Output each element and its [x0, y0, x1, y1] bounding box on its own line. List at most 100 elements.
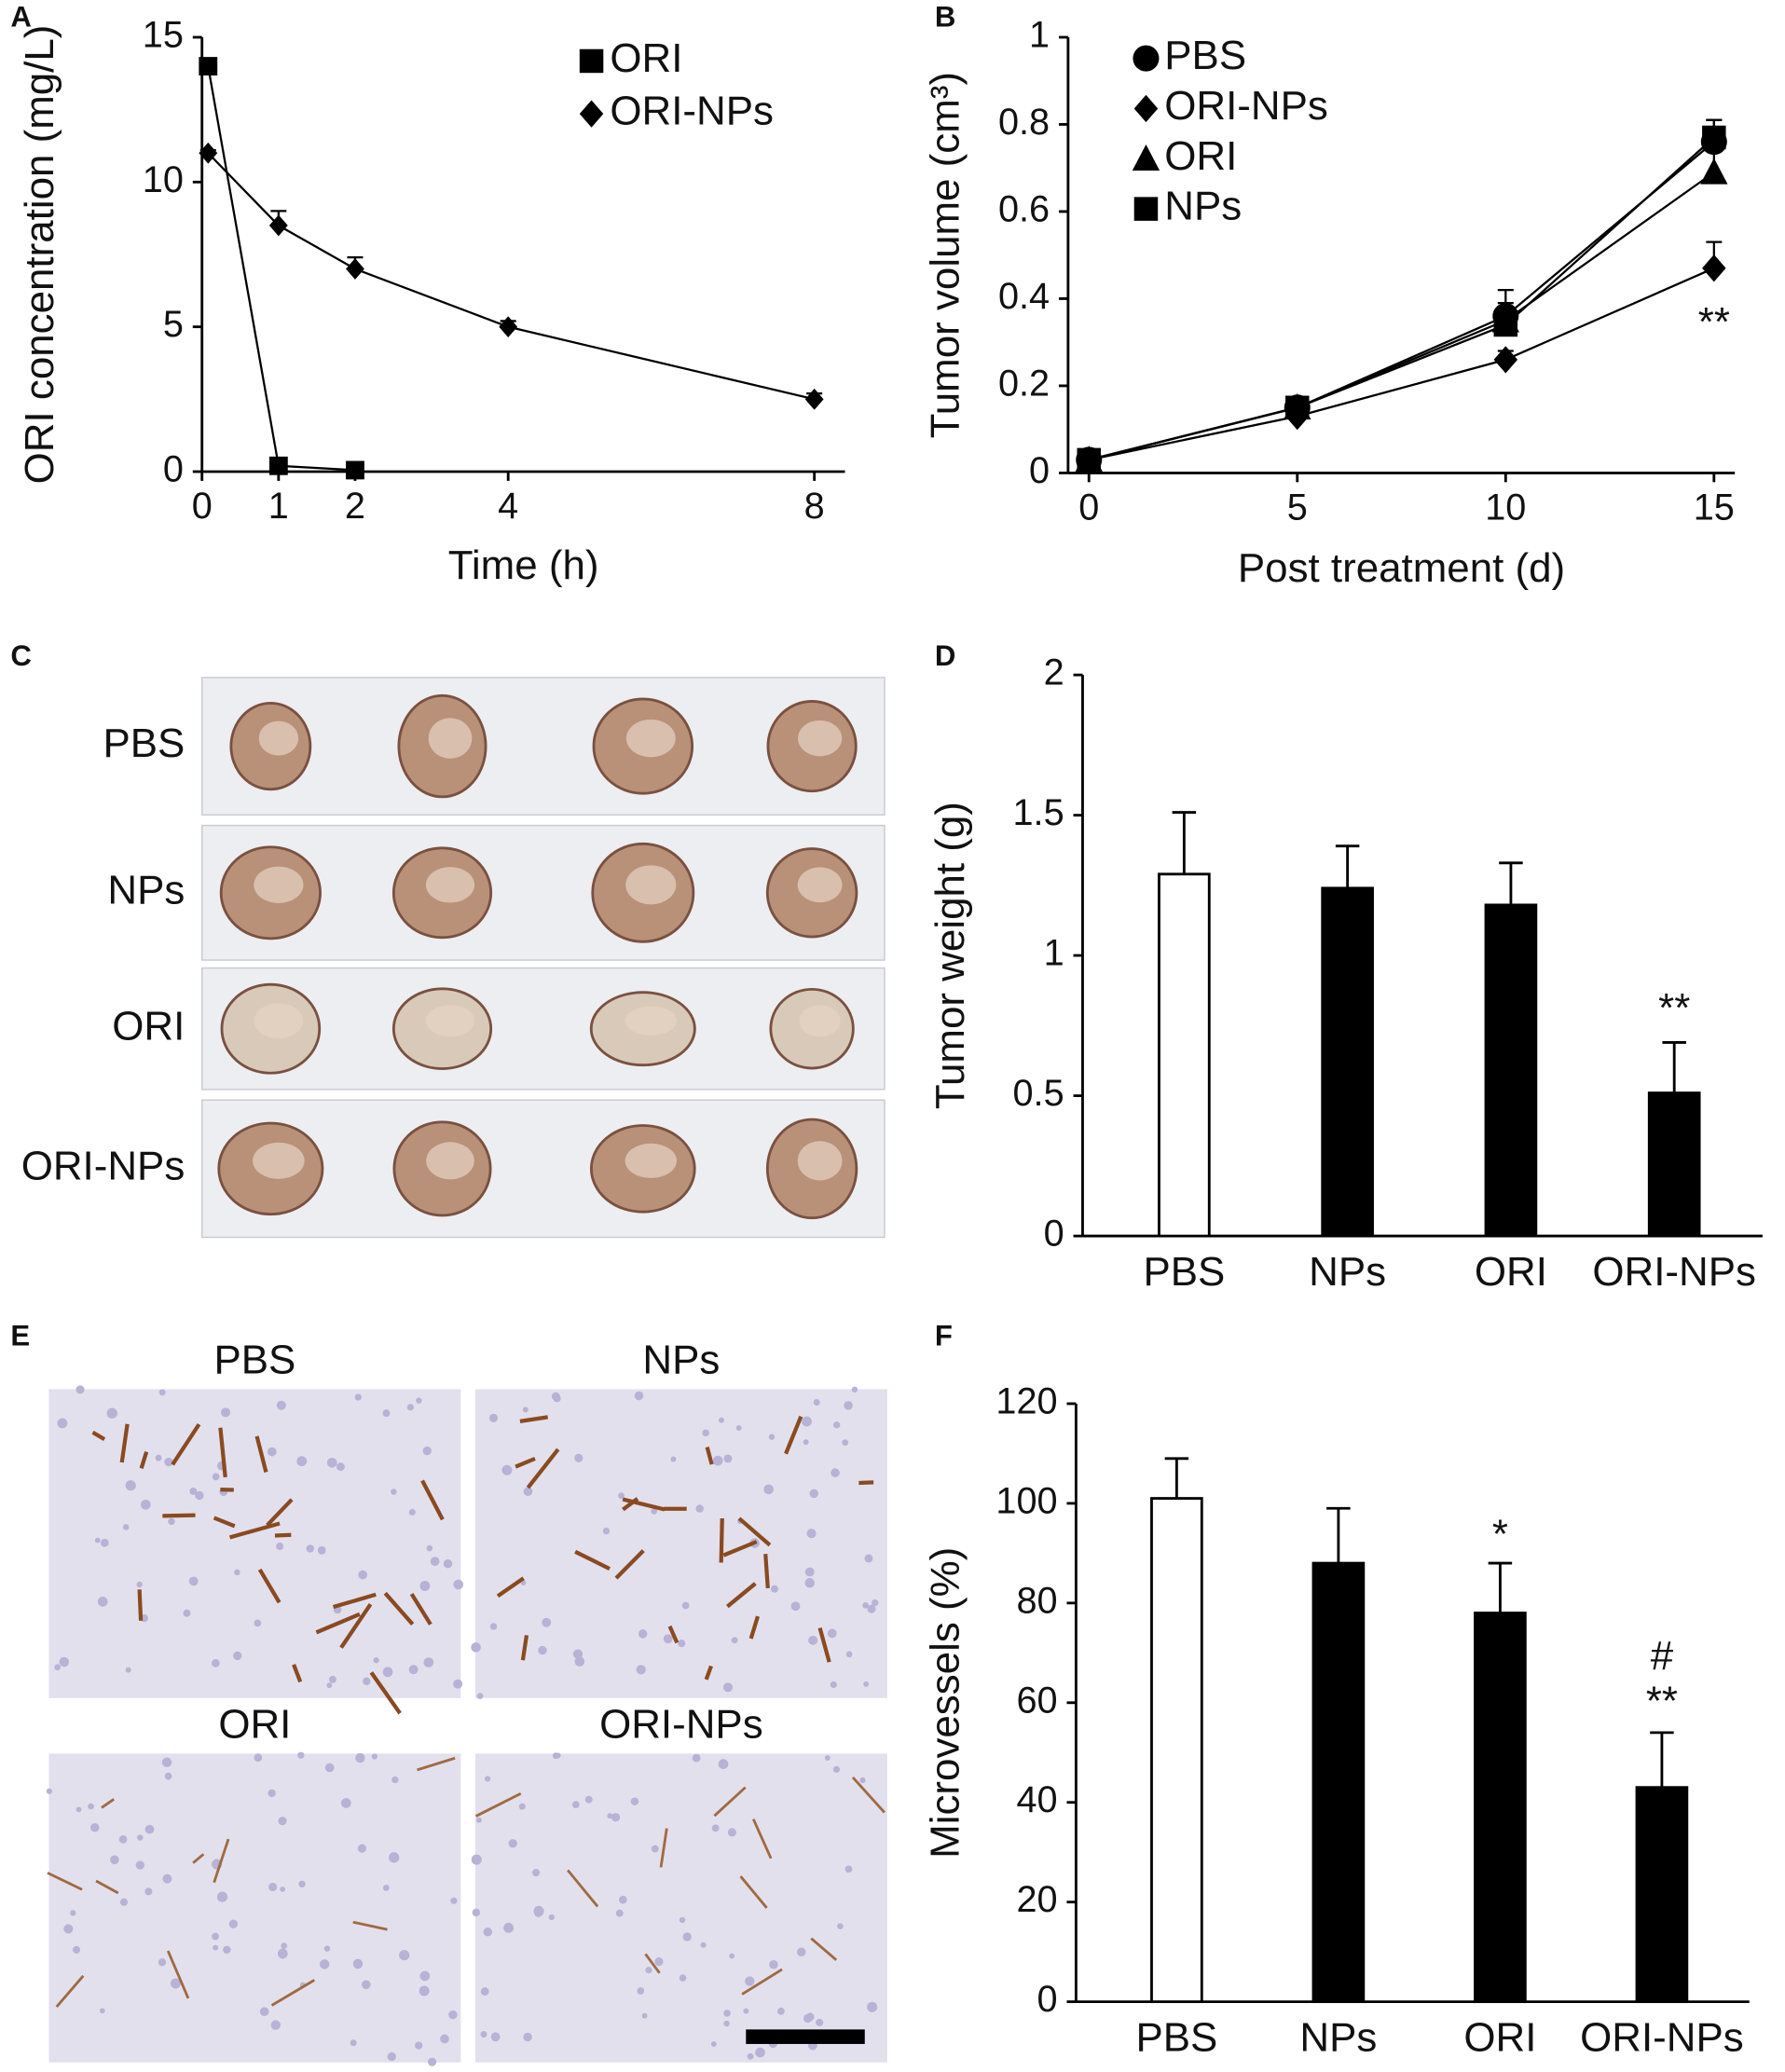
vessel — [171, 1422, 201, 1466]
vessel — [722, 1540, 758, 1557]
nucleus — [551, 1392, 560, 1401]
nucleus — [326, 1457, 337, 1468]
nucleus — [808, 1635, 818, 1645]
nucleus — [602, 1527, 611, 1535]
nucleus — [670, 1456, 677, 1462]
nucleus — [427, 2057, 437, 2066]
nucleus — [718, 1759, 729, 1769]
nucleus — [319, 1959, 330, 1969]
x-tick-label: ORI — [1475, 1249, 1547, 1295]
nucleus — [135, 1860, 145, 1870]
x-tick-label: 0 — [1078, 487, 1099, 528]
nucleus — [340, 1798, 351, 1808]
panel-label: B — [935, 0, 956, 33]
nucleus — [415, 2041, 423, 2050]
y-tick-label: 2 — [1044, 652, 1064, 693]
vessel — [417, 1756, 456, 1772]
nucleus — [711, 1824, 720, 1832]
y-tick-label: 0.4 — [998, 276, 1050, 317]
nucleus — [770, 1585, 779, 1593]
nucleus — [844, 1401, 853, 1410]
x-tick-label: NPs — [1309, 1249, 1386, 1295]
vessel — [713, 1786, 747, 1818]
nucleus — [136, 1581, 143, 1588]
nucleus — [611, 1813, 621, 1822]
panel-label: F — [935, 1319, 953, 1352]
nucleus — [423, 1657, 434, 1667]
vessel — [659, 1828, 668, 1868]
nucleus — [488, 1413, 499, 1423]
nucleus — [100, 1538, 109, 1547]
vessel — [213, 1516, 236, 1529]
y-tick-label: 100 — [995, 1480, 1057, 1521]
panel-label: E — [10, 1319, 30, 1352]
y-tick-label: 1 — [1044, 933, 1064, 974]
vessel — [166, 1950, 190, 1999]
nucleus — [233, 1651, 242, 1661]
nucleus — [813, 1399, 820, 1406]
nucleus — [864, 1554, 873, 1563]
tumor-shade — [625, 1143, 678, 1178]
legend-label: NPs — [1164, 184, 1242, 229]
nucleus — [155, 1454, 162, 1461]
series-line — [1089, 267, 1715, 461]
nucleus — [422, 1446, 432, 1456]
nucleus — [277, 1948, 288, 1959]
vessel — [526, 1448, 560, 1489]
bar — [1474, 1612, 1527, 2004]
vessel — [496, 1576, 525, 1599]
nucleus — [352, 1958, 364, 1969]
annotation: ** — [1646, 1678, 1678, 1723]
vessel — [352, 1920, 388, 1931]
y-tick-label: 0.2 — [998, 363, 1050, 404]
nucleus — [731, 1637, 738, 1644]
nucleus — [830, 1681, 837, 1689]
nucleus — [475, 1817, 482, 1823]
nucleus — [700, 1942, 707, 1948]
nucleus — [654, 1957, 664, 1967]
nucleus — [110, 1855, 119, 1865]
nucleus — [863, 1681, 870, 1687]
bar — [1311, 1561, 1366, 2004]
nucleus — [391, 1489, 397, 1495]
vessel — [101, 1798, 116, 1809]
nucleus — [743, 2008, 749, 2014]
series-line — [207, 152, 815, 401]
nucleus — [679, 1974, 687, 1982]
nucleus — [607, 1813, 613, 1819]
image-title: ORI-NPs — [599, 1702, 763, 1748]
vessel — [622, 1497, 639, 1512]
vessel — [748, 1615, 761, 1640]
y-tick-label: 120 — [995, 1380, 1057, 1421]
x-tick-label: 0 — [192, 486, 213, 527]
nucleus — [503, 1922, 515, 1933]
y-tick-label: 0.5 — [1013, 1073, 1064, 1114]
nucleus — [158, 1389, 166, 1396]
nucleus — [723, 1454, 733, 1463]
nucleus — [678, 1640, 686, 1648]
vessel — [192, 1853, 205, 1864]
point — [346, 258, 364, 280]
point — [1077, 447, 1101, 473]
vessel — [751, 1818, 773, 1859]
y-tick-label: 20 — [1016, 1879, 1057, 1920]
nucleus — [542, 1617, 552, 1627]
tumor-shade — [625, 1006, 678, 1036]
vessel — [763, 1554, 770, 1589]
annotation: * — [1492, 1511, 1508, 1557]
x-tick-label: NPs — [1299, 2014, 1377, 2060]
nucleus — [63, 1924, 74, 1934]
y-tick-label: 1 — [1029, 14, 1050, 55]
tumor-shade — [797, 867, 843, 903]
nucleus — [268, 1882, 278, 1892]
nucleus — [326, 1682, 333, 1689]
nucleus — [223, 1945, 231, 1955]
legend-label: ORI — [1164, 133, 1237, 179]
vessel — [739, 1875, 768, 1909]
annotation: # — [1651, 1633, 1674, 1679]
nucleus — [46, 1788, 52, 1794]
nucleus — [630, 1797, 639, 1805]
nucleus — [768, 1434, 776, 1440]
nucleus — [354, 1393, 362, 1401]
nucleus — [358, 1570, 368, 1580]
